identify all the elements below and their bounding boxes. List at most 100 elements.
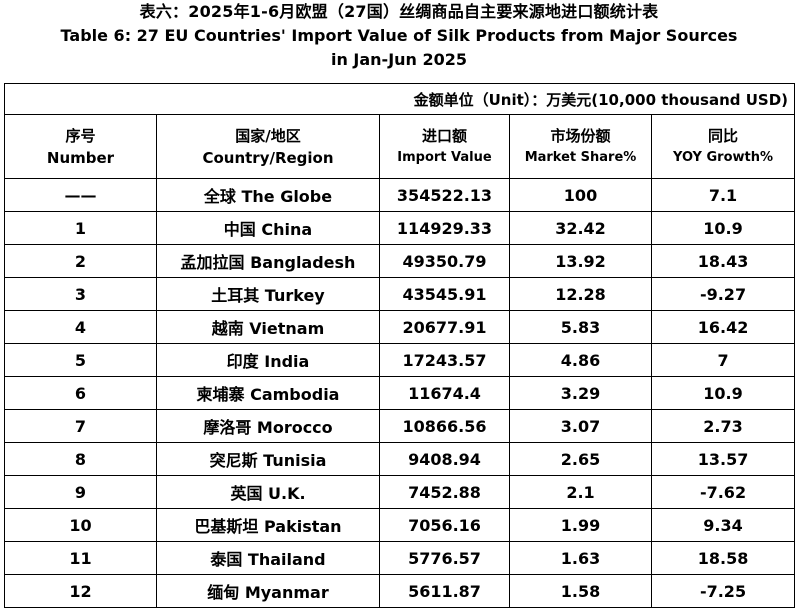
cell-import-value: 49350.79 (379, 244, 510, 278)
cell-yoy-growth: 16.42 (650, 310, 796, 344)
cell-country: 英国 U.K. (156, 475, 380, 509)
cell-market-share: 2.1 (509, 475, 652, 509)
cell-yoy-growth: -7.25 (650, 574, 796, 608)
cell-country: 柬埔寨 Cambodia (156, 376, 380, 410)
cell-import-value: 5611.87 (379, 574, 510, 608)
table-row: 12 缅甸 Myanmar 5611.87 1.58 -7.25 (4, 574, 796, 608)
cell-country: 缅甸 Myanmar (156, 574, 380, 608)
cell-market-share: 1.58 (509, 574, 652, 608)
cell-country: 越南 Vietnam (156, 310, 380, 344)
cell-market-share: 13.92 (509, 244, 652, 278)
table-row: 9 英国 U.K. 7452.88 2.1 -7.62 (4, 475, 796, 509)
header-market-share-en: Market Share% (524, 149, 637, 165)
cell-import-value: 11674.4 (379, 376, 510, 410)
header-number: 序号 Number (4, 114, 157, 179)
cell-market-share: 1.99 (509, 508, 652, 542)
cell-number: 7 (4, 409, 157, 443)
header-number-en: Number (46, 148, 115, 167)
cell-import-value: 114929.33 (379, 211, 510, 245)
cell-number: 12 (4, 574, 157, 608)
cell-number: 9 (4, 475, 157, 509)
table-row: 3 土耳其 Turkey 43545.91 12.28 -9.27 (4, 277, 796, 311)
cell-import-value: 7452.88 (379, 475, 510, 509)
cell-market-share: 1.63 (509, 541, 652, 575)
cell-number: —— (4, 178, 157, 212)
cell-yoy-growth: -9.27 (650, 277, 796, 311)
cell-market-share: 32.42 (509, 211, 652, 245)
cell-number: 6 (4, 376, 157, 410)
cell-number: 10 (4, 508, 157, 542)
cell-number: 11 (4, 541, 157, 575)
unit-row: 金额单位（Unit）：万美元(10,000 thousand USD) (3, 83, 796, 115)
table-row: 8 突尼斯 Tunisia 9408.94 2.65 13.57 (4, 442, 796, 476)
header-yoy-growth-en: YOY Growth% (673, 149, 774, 165)
cell-yoy-growth: 2.73 (650, 409, 796, 443)
cell-country: 泰国 Thailand (156, 541, 380, 575)
cell-market-share: 100 (509, 178, 652, 212)
cell-number: 4 (4, 310, 157, 344)
table-row: 4 越南 Vietnam 20677.91 5.83 16.42 (4, 310, 796, 344)
cell-number: 3 (4, 277, 157, 311)
table-row: 10 巴基斯坦 Pakistan 7056.16 1.99 9.34 (4, 508, 796, 542)
header-market-share-cn: 市场份额 (550, 126, 611, 145)
cell-import-value: 5776.57 (379, 541, 510, 575)
cell-country: 突尼斯 Tunisia (156, 442, 380, 476)
unit-label: 金额单位（Unit）：万美元(10,000 thousand USD) (3, 83, 796, 115)
cell-number: 5 (4, 343, 157, 377)
cell-number: 8 (4, 442, 157, 476)
title-english-line-1: Table 6: 27 EU Countries' Import Value o… (60, 26, 738, 45)
header-number-cn: 序号 (65, 126, 96, 145)
cell-market-share: 12.28 (509, 277, 652, 311)
cell-import-value: 9408.94 (379, 442, 510, 476)
cell-yoy-growth: 18.58 (650, 541, 796, 575)
cell-yoy-growth: 9.34 (650, 508, 796, 542)
cell-market-share: 3.07 (509, 409, 652, 443)
table-row: 6 柬埔寨 Cambodia 11674.4 3.29 10.9 (4, 376, 796, 410)
cell-country: 土耳其 Turkey (156, 277, 380, 311)
cell-import-value: 7056.16 (379, 508, 510, 542)
cell-yoy-growth: 10.9 (650, 376, 796, 410)
cell-yoy-growth: 7 (650, 343, 796, 377)
cell-country: 孟加拉国 Bangladesh (156, 244, 380, 278)
cell-market-share: 3.29 (509, 376, 652, 410)
header-country: 国家/地区 Country/Region (156, 114, 380, 179)
header-market-share: 市场份额 Market Share% (509, 114, 652, 179)
table-row: 2 孟加拉国 Bangladesh 49350.79 13.92 18.43 (4, 244, 796, 278)
cell-country: 巴基斯坦 Pakistan (156, 508, 380, 542)
cell-import-value: 354522.13 (379, 178, 510, 212)
header-country-cn: 国家/地区 (235, 126, 301, 145)
cell-country: 中国 China (156, 211, 380, 245)
cell-yoy-growth: 18.43 (650, 244, 796, 278)
cell-market-share: 2.65 (509, 442, 652, 476)
header-import-value: 进口额 Import Value (379, 114, 510, 179)
header-import-value-en: Import Value (397, 149, 492, 165)
header-country-en: Country/Region (202, 148, 334, 167)
cell-import-value: 10866.56 (379, 409, 510, 443)
cell-yoy-growth: 7.1 (650, 178, 796, 212)
cell-country: 全球 The Globe (156, 178, 380, 212)
cell-yoy-growth: 10.9 (650, 211, 796, 245)
header-row: 序号 Number 国家/地区 Country/Region 进口额 Impor… (4, 114, 796, 179)
cell-country: 印度 India (156, 343, 380, 377)
table-row: 7 摩洛哥 Morocco 10866.56 3.07 2.73 (4, 409, 796, 443)
cell-country: 摩洛哥 Morocco (156, 409, 380, 443)
cell-number: 1 (4, 211, 157, 245)
cell-import-value: 43545.91 (379, 277, 510, 311)
import-value-table: 金额单位（Unit）：万美元(10,000 thousand USD) 序号 N… (3, 83, 796, 608)
table-row: 1 中国 China 114929.33 32.42 10.9 (4, 211, 796, 245)
table-row: 5 印度 India 17243.57 4.86 7 (4, 343, 796, 377)
cell-yoy-growth: 13.57 (650, 442, 796, 476)
header-yoy-growth: 同比 YOY Growth% (650, 114, 796, 179)
cell-import-value: 20677.91 (379, 310, 510, 344)
header-yoy-growth-cn: 同比 (708, 126, 739, 145)
cell-import-value: 17243.57 (379, 343, 510, 377)
cell-market-share: 4.86 (509, 343, 652, 377)
title-english-line-2: in Jan-Jun 2025 (330, 50, 468, 69)
cell-market-share: 5.83 (509, 310, 652, 344)
table-title: 表六：2025年1-6月欧盟（27国）丝绸商品自主要来源地进口额统计表 Tabl… (0, 0, 798, 72)
table-row: 11 泰国 Thailand 5776.57 1.63 18.58 (4, 541, 796, 575)
cell-number: 2 (4, 244, 157, 278)
table-row: —— 全球 The Globe 354522.13 100 7.1 (4, 178, 796, 212)
cell-yoy-growth: -7.62 (650, 475, 796, 509)
